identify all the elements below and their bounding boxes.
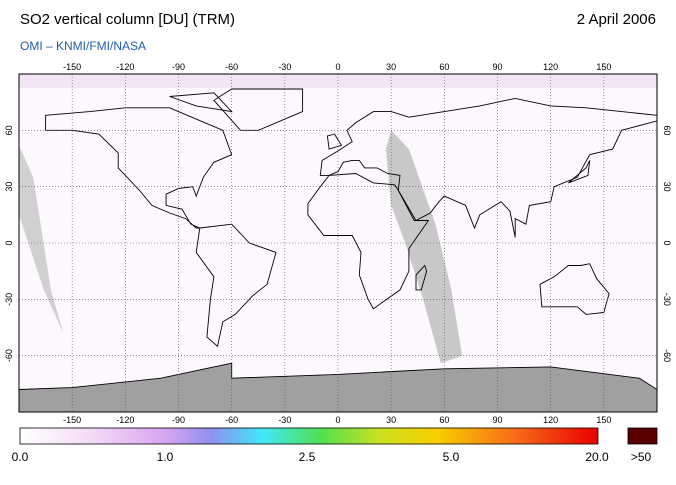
colorbar-label: 0.0	[12, 450, 29, 464]
lon-tick-label: -60	[225, 415, 238, 425]
title: SO2 vertical column [DU] (TRM)	[20, 11, 235, 28]
coastline	[326, 133, 343, 150]
lon-tick-label: 120	[543, 415, 558, 425]
coastline	[539, 263, 610, 315]
lat-tick-label: 60	[4, 125, 14, 135]
coastline	[319, 97, 657, 238]
map	[19, 74, 657, 412]
lon-tick-label: -120	[116, 415, 134, 425]
map-frame	[18, 73, 658, 413]
coastline	[195, 223, 277, 348]
lon-tick-label: 60	[439, 62, 449, 72]
coastline	[307, 173, 430, 310]
colorbar-label: 2.5	[299, 450, 316, 464]
lon-tick-label: -90	[172, 62, 185, 72]
lon-tick-label: 150	[596, 415, 611, 425]
lon-tick-label: -150	[63, 415, 81, 425]
coastline	[568, 160, 591, 184]
lon-tick-label: 0	[335, 415, 340, 425]
lon-tick-label: 30	[386, 415, 396, 425]
lon-tick-label: 90	[492, 62, 502, 72]
lon-tick-label: 0	[335, 62, 340, 72]
colorbar-label: 1.0	[157, 450, 174, 464]
colorbar-label: 20.0	[585, 450, 609, 464]
lat-tick-label: -60	[662, 349, 672, 362]
date: 2 April 2006	[577, 11, 656, 28]
colorbar	[19, 427, 599, 445]
coastline	[415, 264, 428, 291]
lon-tick-label: -90	[172, 415, 185, 425]
lon-tick-label: -30	[278, 62, 291, 72]
lat-tick-label: 30	[4, 182, 14, 192]
lon-tick-label: -120	[116, 62, 134, 72]
lon-tick-label: 30	[386, 62, 396, 72]
colorbar-overflow-label: >50	[631, 450, 652, 464]
lon-tick-label: 120	[543, 62, 558, 72]
orbit-gap	[19, 145, 64, 334]
coastline	[213, 88, 304, 131]
lat-tick-label: 30	[662, 182, 672, 192]
lon-tick-label: -150	[63, 62, 81, 72]
orbit-gap	[385, 130, 463, 364]
lon-tick-label: 150	[596, 62, 611, 72]
lat-tick-label: -30	[4, 293, 14, 306]
source: OMI – KNMI/FMI/NASA	[20, 39, 146, 53]
lat-tick-label: 60	[662, 125, 672, 135]
lon-tick-label: -30	[278, 415, 291, 425]
colorbar-overflow	[627, 427, 658, 445]
lat-tick-label: -60	[4, 349, 14, 362]
lon-tick-label: 90	[492, 415, 502, 425]
lat-tick-label: -30	[662, 293, 672, 306]
lat-tick-label: 0	[662, 240, 672, 245]
coastline	[45, 107, 233, 229]
colorbar-label: 5.0	[443, 450, 460, 464]
lon-tick-label: 60	[439, 415, 449, 425]
lat-tick-label: 0	[4, 240, 14, 245]
coastline	[169, 92, 233, 113]
lon-tick-label: -60	[225, 62, 238, 72]
